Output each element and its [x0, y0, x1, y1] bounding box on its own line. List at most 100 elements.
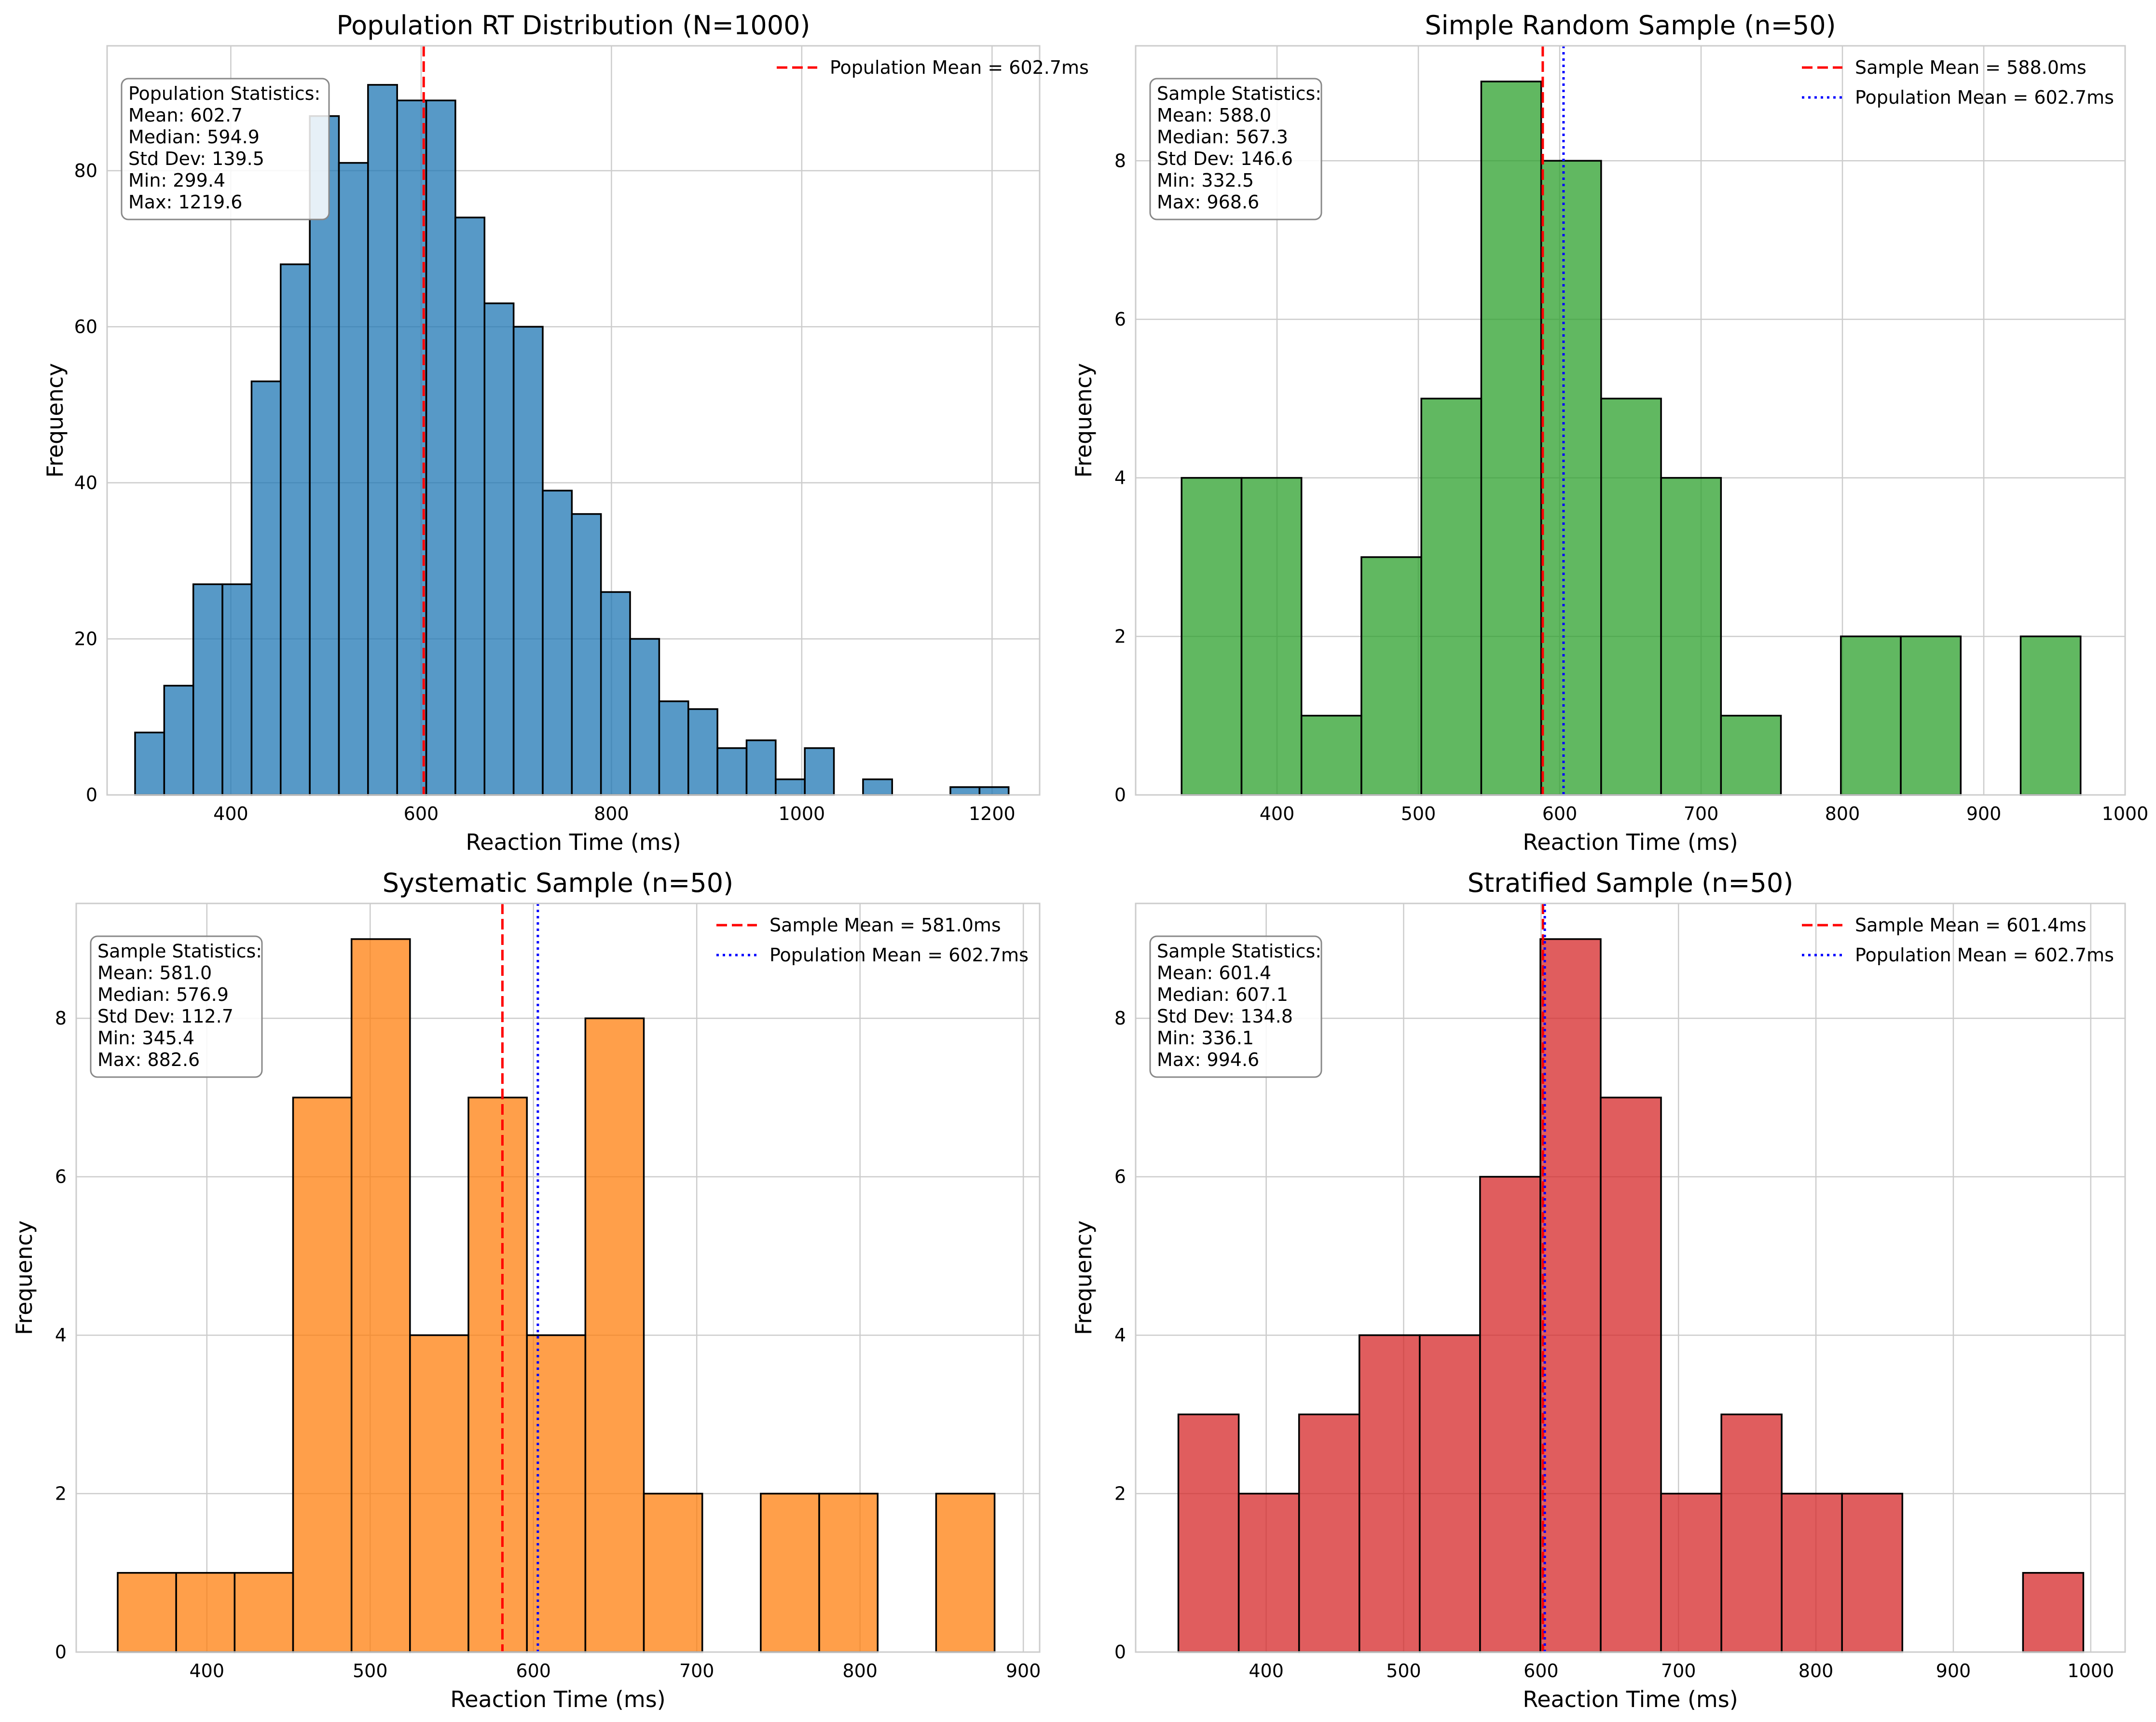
histogram-bar [280, 263, 311, 796]
stats-line: Std Dev: 139.5 [128, 148, 264, 169]
histogram-bar [1419, 1334, 1481, 1653]
histogram-bar [1480, 81, 1542, 796]
stats-line: Median: 576.9 [97, 984, 229, 1005]
y-tick-label: 6 [55, 1166, 67, 1188]
y-tick-label: 2 [1114, 626, 1126, 647]
stats-line: Min: 332.5 [1157, 170, 1254, 191]
histogram-bar [526, 1334, 587, 1653]
legend: Population Mean = 602.7ms [777, 57, 1089, 78]
histogram-bar [760, 1492, 820, 1653]
axes-frame [1135, 902, 2126, 1653]
y-tick-label: 80 [74, 160, 97, 181]
x-tick-label: 800 [1799, 1660, 1834, 1681]
histogram-bar [687, 708, 718, 796]
axes-frame [106, 45, 1041, 796]
stats-line: Sample Statistics: [1157, 941, 1321, 962]
y-tick-label: 0 [1114, 1641, 1126, 1663]
histogram-bar [512, 326, 544, 796]
histogram-bar [978, 786, 1010, 796]
x-axis-label: Reaction Time (ms) [466, 829, 681, 855]
x-tick-label: 400 [213, 803, 248, 824]
x-tick-label: 600 [404, 803, 439, 824]
y-tick-label: 8 [1114, 1008, 1126, 1029]
y-axis-label: Frequency [1071, 363, 1097, 478]
legend-entry: Population Mean = 602.7ms [1855, 87, 2114, 108]
histogram-bar [175, 1572, 236, 1653]
x-tick-label: 1000 [779, 803, 825, 824]
histogram-bar [775, 778, 806, 796]
y-tick-label: 8 [55, 1008, 67, 1029]
x-tick-label: 900 [1936, 1660, 1971, 1681]
x-tick-label: 800 [594, 803, 629, 824]
stats-line: Mean: 588.0 [1157, 105, 1271, 126]
chart-title: Population RT Distribution (N=1000) [336, 10, 810, 41]
histogram-bar [409, 1334, 469, 1653]
legend-entry: Population Mean = 602.7ms [830, 57, 1089, 78]
x-tick-label: 400 [1249, 1660, 1284, 1681]
histogram-bar [2019, 635, 2082, 796]
stats-line: Min: 336.1 [1157, 1027, 1254, 1049]
histogram-bar [1600, 397, 1662, 796]
x-tick-label: 800 [1825, 803, 1860, 824]
histogram-bar [134, 731, 165, 796]
histogram-bar [483, 302, 515, 796]
axes-frame [1135, 45, 2126, 796]
x-tick-label: 700 [1661, 1660, 1696, 1681]
stats-line: Mean: 601.4 [1157, 962, 1271, 984]
y-tick-label: 0 [86, 784, 97, 806]
x-tick-label: 500 [1401, 803, 1436, 824]
histogram-bar [1720, 1413, 1783, 1653]
legend-entry: Sample Mean = 601.4ms [1855, 915, 2087, 936]
stats-line: Std Dev: 112.7 [97, 1006, 233, 1027]
y-axis-label: Frequency [1071, 1220, 1097, 1335]
x-tick-label: 400 [1260, 803, 1295, 824]
histogram-bar [221, 583, 253, 796]
histogram-bar [117, 1572, 177, 1653]
x-tick-label: 600 [1524, 1660, 1559, 1681]
histogram-bar [1840, 635, 1902, 796]
histogram-bar [163, 684, 194, 796]
legend: Sample Mean = 588.0ms Population Mean = 6… [1802, 57, 2114, 108]
stats-line: Std Dev: 146.6 [1157, 148, 1293, 169]
histogram-bar [1420, 397, 1483, 796]
histogram-bar [1540, 160, 1602, 796]
histogram-bar [1539, 938, 1602, 1653]
stats-line: Max: 994.6 [1157, 1049, 1259, 1070]
stats-box-frame [121, 78, 330, 220]
histogram-bar [629, 638, 660, 796]
x-tick-label: 400 [190, 1660, 225, 1681]
legend-entry: Sample Mean = 588.0ms [1855, 57, 2087, 78]
x-tick-label: 500 [1386, 1660, 1421, 1681]
stats-box-frame [1149, 935, 1322, 1078]
legend-entry: Population Mean = 602.7ms [769, 944, 1029, 966]
x-tick-label: 1000 [2102, 803, 2149, 824]
histogram-bar [2022, 1572, 2085, 1653]
stats-line: Sample Statistics: [1157, 83, 1321, 104]
histogram-bar [745, 739, 777, 796]
histogram-bar [716, 747, 748, 796]
histogram-bar [1600, 1096, 1662, 1653]
x-tick-label: 1000 [2067, 1660, 2114, 1681]
stats-line: Max: 882.6 [97, 1049, 200, 1070]
histogram-bar [949, 786, 981, 796]
y-tick-label: 6 [1114, 1166, 1126, 1188]
legend: Sample Mean = 601.4ms Population Mean = 6… [1802, 915, 2114, 966]
stats-line: Sample Statistics: [97, 941, 262, 962]
histogram-bar [584, 1017, 645, 1653]
histogram-bar [192, 583, 223, 796]
chart-panel-population: 400 600 800 1000 1200 0 20 40 60 80 Population RT … [42, 10, 1089, 855]
histogram-bar [1237, 1492, 1300, 1653]
chart-panel-simple-random: 400 500 600 700 800 900 1000 0 2 4 6 8 Simple Random… [1071, 10, 2148, 855]
histogram-bar [1181, 477, 1243, 796]
x-tick-label: 500 [353, 1660, 388, 1681]
x-axis-label: Reaction Time (ms) [450, 1686, 665, 1712]
axes-frame [75, 902, 1041, 1653]
histogram-bar [1300, 714, 1362, 796]
histogram-bar [338, 162, 369, 796]
x-tick-label: 600 [1542, 803, 1578, 824]
x-tick-label: 900 [1966, 803, 2002, 824]
stats-line: Std Dev: 134.8 [1157, 1006, 1293, 1027]
stats-line: Max: 1219.6 [128, 191, 242, 213]
